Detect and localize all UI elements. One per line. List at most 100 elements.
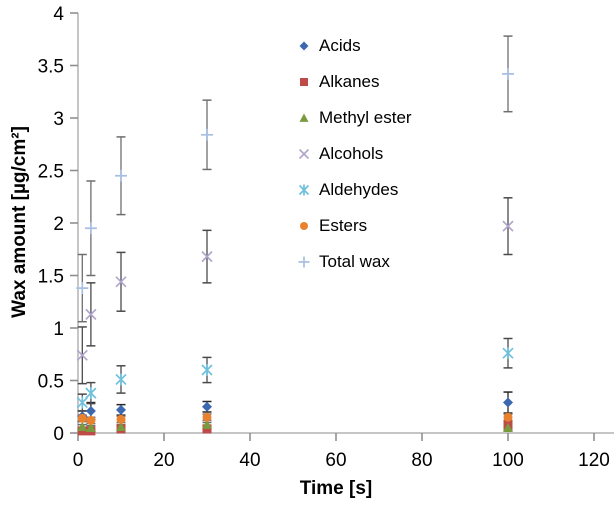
data-point-alcohols-t100 (502, 220, 514, 232)
marker-x (201, 250, 213, 263)
y-tick-label: 2 (53, 214, 64, 235)
marker-circle (86, 415, 96, 425)
marker-circle (116, 414, 126, 424)
x-axis-title: Time [s] (299, 478, 373, 499)
acids-marker-icon (299, 41, 309, 50)
x-tick-label: 0 (73, 450, 84, 471)
diamond-glyph (299, 41, 309, 50)
data-point-total-wax-t10 (115, 169, 127, 182)
marker-x (85, 308, 97, 320)
series-acids (77, 397, 513, 422)
error-bars (77, 35, 513, 433)
axes: 00.511.522.533.540 20 40 60 80 100 120 (38, 4, 614, 471)
data-point-methyl-ester-t10 (116, 421, 126, 431)
marker-plus (201, 128, 213, 141)
series-methyl-ester (77, 419, 513, 432)
legend-label: Methyl ester (319, 107, 412, 127)
data-point-aldehydes-t3 (85, 387, 97, 400)
legend-item-acids: Acids (297, 35, 412, 55)
aldehydes-marker-icon (298, 184, 310, 195)
y-tick-label: 2.5 (38, 162, 64, 183)
marker-triangle (202, 419, 212, 429)
methyl-ester-marker-icon (299, 113, 309, 122)
legend: Acids Alkanes Methyl ester Alcohols Aldehyde… (297, 35, 412, 271)
marker-star (115, 373, 127, 386)
data-point-methyl-ester-t100 (503, 422, 513, 432)
data-point-acids-t30 (202, 401, 212, 412)
series-esters (77, 412, 513, 425)
alcohols-marker-icon (298, 148, 310, 159)
y-axis-title: Wax amount [µg/cm²] (9, 126, 30, 318)
legend-item-alcohols: Alcohols (297, 143, 412, 163)
data-point-methyl-ester-t30 (202, 419, 212, 429)
series-aldehydes (76, 347, 514, 409)
marker-star (201, 364, 213, 376)
legend-label: Alkanes (319, 71, 380, 91)
y-tick-label: 4 (53, 4, 64, 25)
data-point-esters-t30 (202, 412, 212, 422)
legend-item-esters: Esters (297, 215, 412, 235)
marker-star (76, 396, 88, 409)
marker-x (115, 276, 127, 288)
marker-plus (84, 222, 97, 235)
data-point-alcohols-t10 (115, 276, 127, 288)
data-point-methyl-ester-t1 (77, 421, 88, 431)
esters-marker-icon (300, 221, 308, 230)
data-point-acids-t100 (503, 397, 513, 408)
data-points (76, 67, 514, 436)
plus-glyph (298, 256, 310, 267)
data-point-aldehydes-t10 (115, 373, 127, 386)
marker-star (85, 387, 97, 400)
legend-item-alkanes: Alkanes (297, 71, 412, 91)
marker-triangle (503, 422, 513, 432)
data-point-total-wax-t1 (76, 282, 89, 295)
data-point-alcohols-t3 (85, 308, 97, 320)
x-tick-label: 80 (411, 450, 432, 471)
marker-star (502, 347, 514, 360)
marker-circle (77, 413, 87, 423)
data-point-esters-t100 (503, 412, 513, 422)
marker-x (502, 220, 514, 232)
x-tick-label: 20 (153, 450, 174, 471)
x-tick-label: 100 (492, 450, 524, 471)
legend-label: Acids (319, 35, 361, 55)
data-point-total-wax-t3 (84, 222, 97, 235)
data-point-total-wax-t100 (502, 67, 514, 80)
marker-diamond (202, 401, 212, 412)
data-point-alcohols-t30 (201, 250, 213, 263)
data-point-esters-t1 (77, 413, 87, 423)
y-tick-label: 1.5 (38, 267, 64, 288)
data-point-esters-t3 (86, 415, 96, 425)
data-point-acids-t10 (116, 404, 126, 415)
xmark-glyph (298, 148, 310, 159)
marker-diamond (116, 404, 126, 415)
triangle-glyph (299, 113, 309, 122)
marker-triangle (85, 422, 96, 432)
marker-diamond (503, 397, 513, 408)
legend-item-total-wax: Total wax (297, 252, 412, 271)
marker-x (76, 349, 88, 361)
star-glyph (298, 184, 310, 195)
legend-label: Esters (319, 215, 368, 235)
data-point-total-wax-t30 (201, 128, 213, 141)
legend-label: Aldehydes (319, 179, 399, 199)
series-alcohols (76, 220, 514, 361)
legend-label: Alcohols (319, 143, 384, 163)
marker-diamond (85, 405, 96, 416)
y-tick-label: 1 (53, 319, 64, 340)
total-wax-marker-icon (298, 256, 310, 267)
y-tick-label: 3 (53, 109, 64, 130)
y-tick-label: 0 (53, 424, 64, 445)
data-point-aldehydes-t30 (201, 364, 213, 376)
data-point-alcohols-t1 (76, 349, 88, 361)
legend-item-methyl-ester: Methyl ester (297, 107, 412, 127)
series-total-wax (76, 67, 514, 295)
marker-triangle (116, 421, 126, 431)
circle-glyph (300, 221, 308, 230)
x-tick-label: 60 (325, 450, 346, 471)
data-point-aldehydes-t1 (76, 396, 88, 409)
marker-plus (502, 67, 514, 80)
y-tick-label: 3.5 (38, 57, 64, 78)
